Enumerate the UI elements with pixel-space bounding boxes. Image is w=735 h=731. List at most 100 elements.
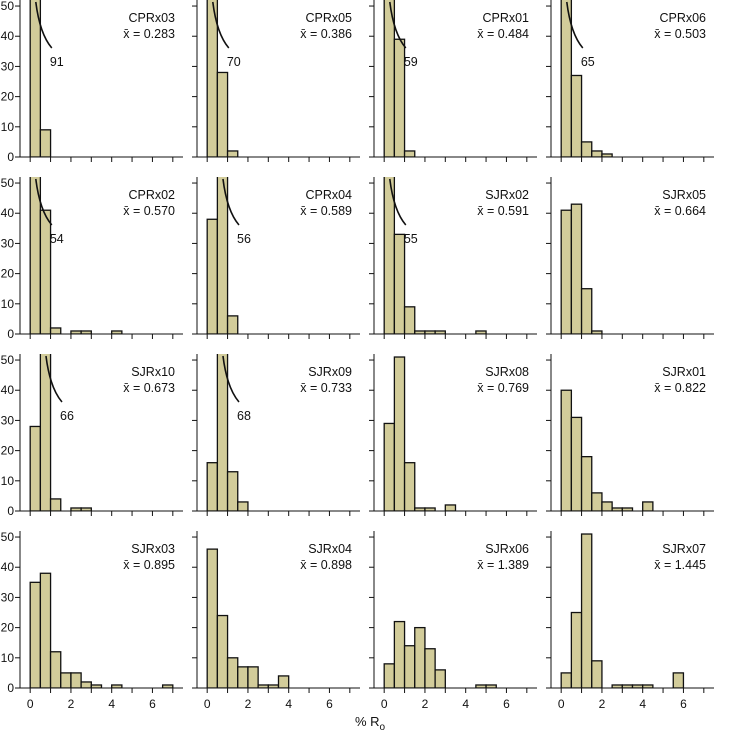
histogram-bar bbox=[49, 498, 62, 511]
mean-reflectance-label: x̄ = 0.591 bbox=[477, 204, 529, 218]
x-tick-label: 4 bbox=[639, 697, 646, 711]
x-axis-label-subscript: o bbox=[380, 722, 386, 731]
off-scale-count-label: 65 bbox=[581, 55, 595, 69]
histogram-bar bbox=[237, 666, 249, 688]
histogram-bar bbox=[70, 672, 82, 688]
y-tick-label: 50 bbox=[1, 530, 15, 544]
histogram-bar bbox=[206, 462, 219, 511]
histogram-bar bbox=[226, 315, 239, 334]
mean-reflectance-label: x̄ = 0.386 bbox=[300, 27, 352, 41]
histogram-bar bbox=[414, 626, 426, 688]
off-scale-count-label: 66 bbox=[60, 409, 74, 423]
histogram-bar bbox=[39, 354, 52, 511]
bars bbox=[29, 572, 174, 688]
sample-label: SJRx09 bbox=[308, 365, 352, 379]
x-tick-label: 4 bbox=[285, 697, 292, 711]
histogram-bar bbox=[383, 0, 396, 157]
mean-reflectance-label: x̄ = 0.664 bbox=[654, 204, 706, 218]
mean-reflectance-label: x̄ = 0.503 bbox=[654, 27, 706, 41]
histogram-bar bbox=[601, 153, 613, 157]
y-tick-label: 40 bbox=[1, 206, 15, 220]
histogram-bar bbox=[29, 425, 42, 511]
x-axis-label-main: % R bbox=[355, 714, 380, 729]
mean-reflectance-label: x̄ = 1.389 bbox=[477, 558, 529, 572]
histogram-panel-sjrx04: 0 2 4 6 SJRx04 x̄ = 0.898 bbox=[192, 531, 360, 711]
x-tick-label: 0 bbox=[381, 697, 388, 711]
histogram-bar bbox=[206, 218, 219, 334]
histogram-panel-sjrx09: SJRx09 x̄ = 0.733 68 bbox=[192, 354, 360, 516]
histogram-bar bbox=[216, 614, 229, 688]
sample-label: CPRx05 bbox=[305, 11, 352, 25]
off-scale-leader-line bbox=[222, 178, 240, 226]
histogram-panel-sjrx03: 0 10 20 30 40 50 0 2 4 6 SJRx03 x̄ = 0.895 bbox=[1, 530, 183, 711]
histogram-bar bbox=[424, 648, 436, 688]
y-tick-label: 0 bbox=[7, 327, 14, 341]
x-tick-label: 0 bbox=[204, 697, 211, 711]
bars bbox=[206, 177, 239, 334]
bars bbox=[383, 356, 457, 511]
x-tick-label: 0 bbox=[558, 697, 565, 711]
x-tick-label: 2 bbox=[599, 697, 606, 711]
bars bbox=[560, 0, 613, 157]
histogram-bar bbox=[393, 356, 406, 511]
histogram-bar bbox=[580, 533, 593, 688]
histogram-bar bbox=[560, 672, 573, 688]
mean-reflectance-label: x̄ = 1.445 bbox=[654, 558, 706, 572]
histogram-bar bbox=[403, 645, 416, 688]
histogram-bar bbox=[642, 684, 654, 688]
histogram-bar bbox=[80, 330, 92, 334]
histogram-bar bbox=[591, 492, 603, 511]
x-tick-label: 6 bbox=[680, 697, 687, 711]
mean-reflectance-label: x̄ = 0.283 bbox=[123, 27, 175, 41]
histogram-bar bbox=[226, 471, 239, 511]
histogram-bar bbox=[591, 660, 603, 688]
histogram-bar bbox=[111, 330, 123, 334]
sample-label: SJRx03 bbox=[131, 542, 175, 556]
histogram-panel-sjrx05: SJRx05 x̄ = 0.664 bbox=[546, 177, 714, 339]
bars bbox=[206, 0, 239, 157]
bars bbox=[383, 620, 497, 688]
y-tick-label: 30 bbox=[1, 59, 15, 73]
sample-label: CPRx02 bbox=[128, 188, 175, 202]
histogram-bar bbox=[29, 0, 42, 157]
histogram-bar bbox=[560, 209, 573, 334]
off-scale-count-label: 55 bbox=[404, 232, 418, 246]
histogram-bar bbox=[393, 233, 406, 334]
x-tick-label: 0 bbox=[27, 697, 34, 711]
histogram-bar bbox=[80, 681, 92, 688]
histogram-bar bbox=[580, 456, 593, 511]
histogram-bar bbox=[444, 504, 457, 511]
mean-reflectance-label: x̄ = 0.570 bbox=[123, 204, 175, 218]
histogram-bar bbox=[90, 684, 103, 688]
sample-label: SJRx07 bbox=[662, 542, 706, 556]
x-tick-label: 2 bbox=[68, 697, 75, 711]
sample-label: CPRx04 bbox=[305, 188, 352, 202]
histogram-bar bbox=[39, 572, 52, 688]
histogram-panel-cprx02: 0 10 20 30 40 50 CPRx02 x̄ = 0.570 54 bbox=[1, 176, 183, 341]
y-tick-label: 30 bbox=[1, 413, 15, 427]
sample-label: SJRx08 bbox=[485, 365, 529, 379]
x-tick-label: 2 bbox=[422, 697, 429, 711]
histogram-bar bbox=[206, 0, 219, 157]
histogram-bar bbox=[206, 548, 219, 688]
histogram-bar bbox=[580, 141, 593, 157]
histogram-bar bbox=[49, 651, 62, 688]
histogram-panel-cprx01: CPRx01 x̄ = 0.484 59 bbox=[369, 0, 537, 162]
histogram-panel-cprx04: CPRx04 x̄ = 0.589 56 bbox=[192, 177, 360, 339]
bars bbox=[560, 533, 685, 688]
histogram-bar bbox=[560, 389, 573, 511]
histogram-bar bbox=[434, 669, 446, 688]
off-scale-leader-line bbox=[565, 1, 584, 49]
mean-reflectance-label: x̄ = 0.733 bbox=[300, 381, 352, 395]
histogram-bar bbox=[29, 581, 42, 688]
x-tick-label: 6 bbox=[503, 697, 510, 711]
y-tick-label: 40 bbox=[1, 560, 15, 574]
histogram-bar bbox=[580, 288, 593, 334]
mean-reflectance-label: x̄ = 0.895 bbox=[123, 558, 175, 572]
y-tick-label: 50 bbox=[1, 353, 15, 367]
off-scale-leader-line bbox=[222, 355, 240, 403]
y-tick-label: 0 bbox=[7, 681, 14, 695]
histogram-panel-sjrx08: SJRx08 x̄ = 0.769 bbox=[369, 354, 537, 516]
